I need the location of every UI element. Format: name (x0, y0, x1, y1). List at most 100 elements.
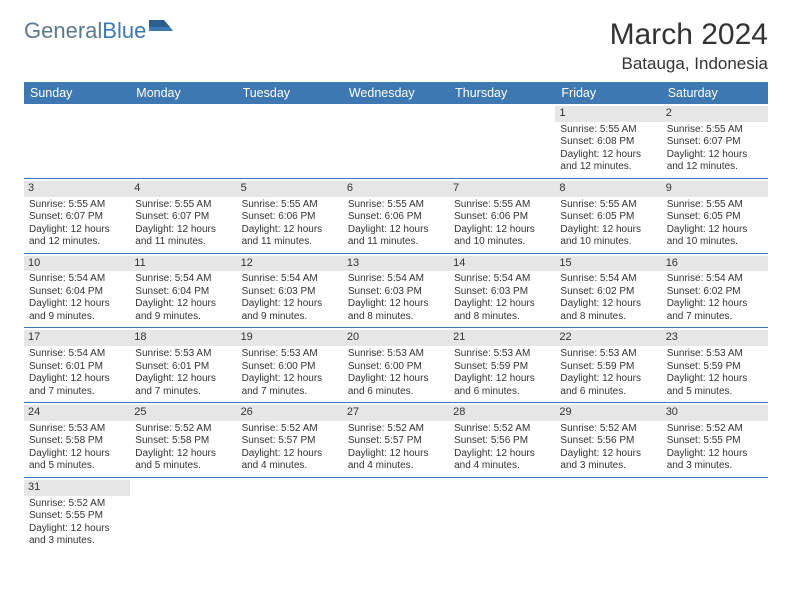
calendar-row: 1Sunrise: 5:55 AMSunset: 6:08 PMDaylight… (24, 104, 768, 178)
detail-line: Daylight: 12 hours (135, 298, 231, 311)
detail-line: and 3 minutes. (29, 535, 125, 548)
day-details: Sunrise: 5:55 AMSunset: 6:06 PMDaylight:… (453, 199, 551, 249)
day-details: Sunrise: 5:55 AMSunset: 6:05 PMDaylight:… (666, 199, 764, 249)
detail-line: Sunset: 6:00 PM (242, 361, 338, 374)
detail-line: Sunrise: 5:52 AM (29, 498, 125, 511)
detail-line: Sunset: 6:02 PM (667, 286, 763, 299)
detail-line: Sunset: 6:02 PM (560, 286, 656, 299)
detail-line: and 5 minutes. (29, 460, 125, 473)
detail-line: Sunset: 6:01 PM (135, 361, 231, 374)
calendar-cell: 20Sunrise: 5:53 AMSunset: 6:00 PMDayligh… (343, 328, 449, 403)
detail-line: Sunrise: 5:52 AM (135, 423, 231, 436)
calendar-cell: 22Sunrise: 5:53 AMSunset: 5:59 PMDayligh… (555, 328, 661, 403)
detail-line: and 8 minutes. (348, 311, 444, 324)
day-details: Sunrise: 5:53 AMSunset: 6:00 PMDaylight:… (241, 348, 339, 398)
detail-line: and 7 minutes. (242, 386, 338, 399)
day-number: 29 (555, 405, 661, 421)
day-number: 19 (237, 330, 343, 346)
day-details: Sunrise: 5:52 AMSunset: 5:57 PMDaylight:… (347, 423, 445, 473)
detail-line: Sunrise: 5:52 AM (348, 423, 444, 436)
header: GeneralBlue March 2024 Batauga, Indonesi… (24, 18, 768, 74)
day-details: Sunrise: 5:54 AMSunset: 6:02 PMDaylight:… (559, 273, 657, 323)
detail-line: and 11 minutes. (135, 236, 231, 249)
day-number: 31 (24, 480, 130, 496)
day-details: Sunrise: 5:52 AMSunset: 5:55 PMDaylight:… (28, 498, 126, 548)
detail-line: and 6 minutes. (560, 386, 656, 399)
calendar-cell: 23Sunrise: 5:53 AMSunset: 5:59 PMDayligh… (662, 328, 768, 403)
calendar-cell (343, 104, 449, 178)
calendar-cell: 13Sunrise: 5:54 AMSunset: 6:03 PMDayligh… (343, 253, 449, 328)
detail-line: Daylight: 12 hours (667, 373, 763, 386)
detail-line: and 3 minutes. (560, 460, 656, 473)
day-header: Wednesday (343, 82, 449, 104)
detail-line: Daylight: 12 hours (135, 224, 231, 237)
detail-line: Sunrise: 5:54 AM (29, 348, 125, 361)
day-number: 14 (449, 256, 555, 272)
detail-line: Sunset: 5:55 PM (29, 510, 125, 523)
detail-line: and 7 minutes. (29, 386, 125, 399)
detail-line: Daylight: 12 hours (135, 373, 231, 386)
calendar-cell (449, 104, 555, 178)
detail-line: Daylight: 12 hours (29, 448, 125, 461)
day-number: 25 (130, 405, 236, 421)
detail-line: Daylight: 12 hours (348, 448, 444, 461)
month-title: March 2024 (610, 18, 768, 52)
detail-line: and 6 minutes. (348, 386, 444, 399)
day-header: Monday (130, 82, 236, 104)
calendar-cell: 9Sunrise: 5:55 AMSunset: 6:05 PMDaylight… (662, 178, 768, 253)
detail-line: and 5 minutes. (667, 386, 763, 399)
detail-line: Sunrise: 5:53 AM (454, 348, 550, 361)
calendar-row: 24Sunrise: 5:53 AMSunset: 5:58 PMDayligh… (24, 403, 768, 478)
detail-line: Sunset: 6:03 PM (348, 286, 444, 299)
detail-line: and 5 minutes. (135, 460, 231, 473)
detail-line: and 10 minutes. (667, 236, 763, 249)
day-details: Sunrise: 5:54 AMSunset: 6:03 PMDaylight:… (241, 273, 339, 323)
day-details: Sunrise: 5:53 AMSunset: 6:00 PMDaylight:… (347, 348, 445, 398)
day-details: Sunrise: 5:53 AMSunset: 6:01 PMDaylight:… (134, 348, 232, 398)
detail-line: Sunrise: 5:54 AM (667, 273, 763, 286)
detail-line: Daylight: 12 hours (560, 298, 656, 311)
day-details: Sunrise: 5:52 AMSunset: 5:56 PMDaylight:… (559, 423, 657, 473)
detail-line: Sunset: 5:59 PM (454, 361, 550, 374)
detail-line: Sunrise: 5:53 AM (667, 348, 763, 361)
calendar-cell: 7 Sunrise: 5:55 AMSunset: 6:06 PMDaylight… (449, 178, 555, 253)
detail-line: Daylight: 12 hours (29, 373, 125, 386)
calendar-row: 3Sunrise: 5:55 AMSunset: 6:07 PMDaylight… (24, 178, 768, 253)
day-details: Sunrise: 5:54 AMSunset: 6:03 PMDaylight:… (453, 273, 551, 323)
detail-line: Daylight: 12 hours (454, 224, 550, 237)
day-details: Sunrise: 5:54 AMSunset: 6:02 PMDaylight:… (666, 273, 764, 323)
day-details: Sunrise: 5:52 AMSunset: 5:55 PMDaylight:… (666, 423, 764, 473)
detail-line: Daylight: 12 hours (29, 298, 125, 311)
day-number: 28 (449, 405, 555, 421)
detail-line: Daylight: 12 hours (667, 149, 763, 162)
detail-line: Daylight: 12 hours (560, 149, 656, 162)
detail-line: Daylight: 12 hours (454, 298, 550, 311)
day-number: 1 (555, 106, 661, 122)
detail-line: Sunset: 5:55 PM (667, 435, 763, 448)
calendar-cell (449, 477, 555, 551)
calendar-cell: 6Sunrise: 5:55 AMSunset: 6:06 PMDaylight… (343, 178, 449, 253)
day-number: 7 (449, 181, 555, 197)
calendar-row: 10Sunrise: 5:54 AMSunset: 6:04 PMDayligh… (24, 253, 768, 328)
calendar-cell: 24Sunrise: 5:53 AMSunset: 5:58 PMDayligh… (24, 403, 130, 478)
detail-line: and 6 minutes. (454, 386, 550, 399)
detail-line: Sunset: 6:07 PM (667, 136, 763, 149)
calendar-cell: 11Sunrise: 5:54 AMSunset: 6:04 PMDayligh… (130, 253, 236, 328)
day-details: Sunrise: 5:52 AMSunset: 5:56 PMDaylight:… (453, 423, 551, 473)
detail-line: Sunrise: 5:55 AM (135, 199, 231, 212)
detail-line: Daylight: 12 hours (454, 373, 550, 386)
detail-line: Daylight: 12 hours (560, 448, 656, 461)
detail-line: Sunrise: 5:55 AM (348, 199, 444, 212)
detail-line: and 12 minutes. (29, 236, 125, 249)
detail-line: and 8 minutes. (454, 311, 550, 324)
calendar-cell (130, 477, 236, 551)
detail-line: Sunrise: 5:54 AM (348, 273, 444, 286)
detail-line: Daylight: 12 hours (29, 523, 125, 536)
calendar-cell (343, 477, 449, 551)
detail-line: Sunrise: 5:55 AM (242, 199, 338, 212)
detail-line: Sunset: 6:06 PM (454, 211, 550, 224)
detail-line: Sunrise: 5:52 AM (454, 423, 550, 436)
detail-line: Sunset: 6:03 PM (454, 286, 550, 299)
day-header: Thursday (449, 82, 555, 104)
day-number: 21 (449, 330, 555, 346)
